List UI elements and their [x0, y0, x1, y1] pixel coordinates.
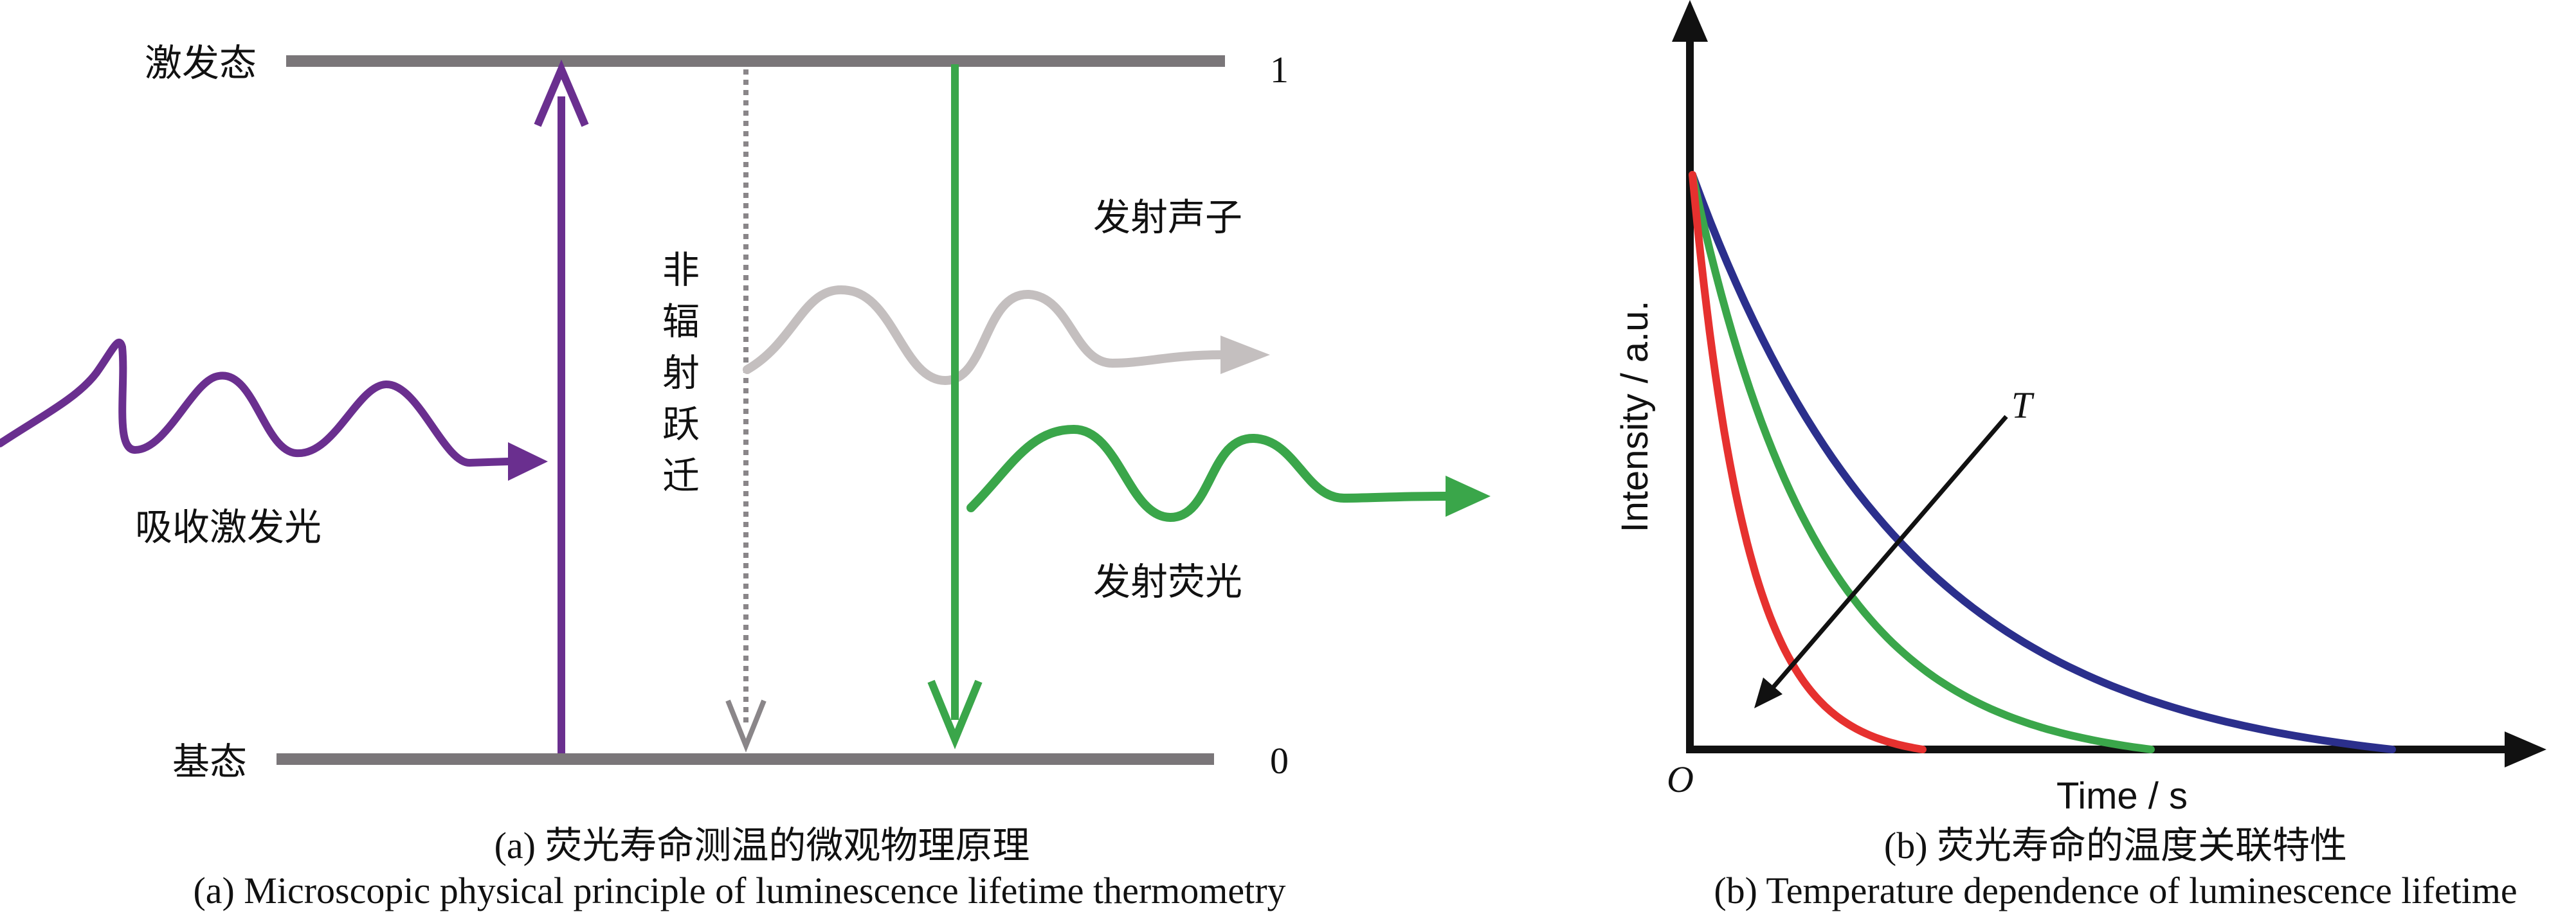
fluorescence-arrowhead — [927, 679, 983, 749]
nonradiative-char-4: 跃 — [662, 402, 700, 446]
excited-level-number: 1 — [1270, 49, 1289, 91]
nonradiative-char-1: 非 — [662, 248, 700, 292]
fluorescence-label: 发射荧光 — [1093, 560, 1242, 604]
ground-level-line — [277, 753, 1214, 765]
temperature-arrow — [1766, 415, 2008, 695]
ground-level-number: 0 — [1270, 740, 1289, 782]
panel-b-caption-cn: (b) 荧光寿命的温度关联特性 — [1884, 825, 2347, 866]
origin-label: O — [1667, 758, 1694, 800]
y-axis-arrowhead — [1672, 0, 1708, 42]
absorb-label: 吸收激发光 — [135, 505, 322, 549]
panel-a-caption-en: (a) Microscopic physical principle of lu… — [193, 870, 1285, 911]
absorption-arrowhead — [534, 59, 589, 127]
excited-level-line — [286, 55, 1225, 67]
panel-b: O Time / s Intensity / a.u. T (b) 荧光寿命的温… — [1614, 0, 2546, 911]
absorb-wave-arrowhead — [508, 442, 548, 481]
ground-state-label: 基态 — [172, 740, 247, 784]
decay-curve-low-t — [1689, 171, 2396, 753]
nonradiative-char-2: 辐 — [662, 300, 700, 343]
nonradiative-label: 非 辐 射 跃 迁 — [662, 248, 700, 497]
decay-curves — [1689, 171, 2396, 753]
temperature-label: T — [2011, 384, 2035, 426]
fluorescence-wave — [966, 425, 1451, 522]
y-axis-label: Intensity / a.u. — [1614, 300, 1656, 532]
nonradiative-arrowhead — [725, 699, 766, 753]
panel-b-caption-en: (b) Temperature dependence of luminescen… — [1714, 870, 2517, 911]
nonradiative-char-3: 射 — [662, 351, 700, 395]
x-axis-arrowhead — [2505, 731, 2546, 767]
absorb-wave — [0, 339, 512, 467]
panel-a: 激发态 基态 1 0 吸收激发光 非 辐 射 跃 迁 发射声子 发射荧光 — [0, 41, 1491, 911]
phonon-label: 发射声子 — [1093, 195, 1242, 239]
temperature-arrowhead — [1754, 677, 1782, 708]
decay-curve-high-t — [1689, 171, 1927, 753]
phonon-arrowhead — [1220, 336, 1270, 374]
panel-a-caption-cn: (a) 荧光寿命测温的微观物理原理 — [494, 825, 1030, 866]
decay-curve-mid-t — [1689, 171, 2155, 753]
fluorescence-wave-arrowhead — [1446, 476, 1491, 517]
x-axis-label: Time / s — [2056, 775, 2188, 817]
nonradiative-char-5: 迁 — [662, 454, 700, 497]
phonon-wave — [743, 285, 1226, 385]
excited-state-label: 激发态 — [145, 41, 257, 85]
